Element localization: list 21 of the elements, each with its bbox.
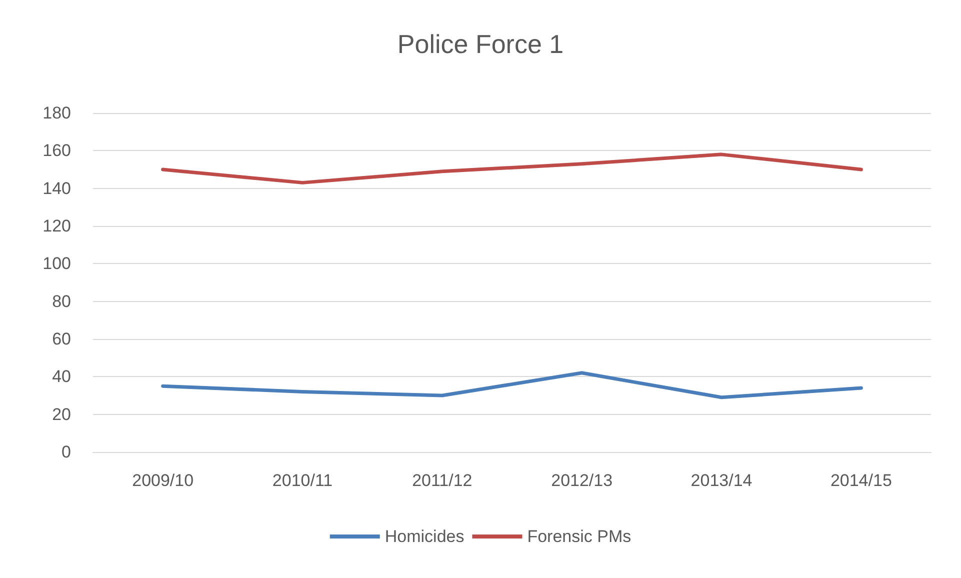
y-tick-label: 60 [52,330,71,348]
x-tick-label: 2009/10 [132,471,194,490]
y-tick-label: 160 [42,141,71,160]
y-tick-label: 0 [62,442,71,462]
y-tick-label: 120 [42,216,71,236]
x-tick-label: 2013/14 [690,471,752,490]
x-tick-label: 2012/13 [551,471,613,490]
line-series [161,371,863,400]
y-tick-label: 80 [52,292,71,311]
y-tick-label: 140 [42,178,71,198]
y-tick-label: 180 [42,104,71,122]
y-tick-label: 20 [52,404,71,424]
chart-title: Police Force 1 [397,29,564,59]
x-tick-label: 2014/15 [830,471,892,490]
line-series [161,152,863,184]
y-tick-label: 100 [42,254,71,274]
x-tick-label: 2010/11 [272,471,333,490]
legend-label: Homicides [384,527,464,546]
legend-label: Forensic PMs [527,527,632,546]
y-tick-label: 40 [52,367,71,386]
x-tick-label: 2011/12 [412,471,472,490]
